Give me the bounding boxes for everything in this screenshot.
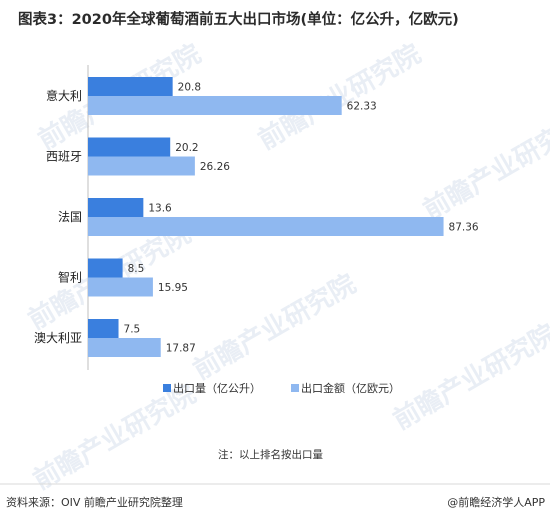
category-label: 西班牙 xyxy=(46,150,82,164)
category-label: 澳大利亚 xyxy=(34,331,82,345)
watermark: 前瞻产业研究院 xyxy=(188,268,361,386)
bar xyxy=(88,96,342,115)
bar xyxy=(88,156,195,176)
category-label: 智利 xyxy=(58,270,82,285)
data-label: 87.36 xyxy=(449,222,479,234)
bar xyxy=(88,137,171,157)
bar xyxy=(88,338,161,357)
bar xyxy=(88,217,444,236)
data-label: 62.33 xyxy=(347,101,377,113)
data-label: 8.5 xyxy=(128,263,145,275)
watermark: 前瞻产业研究院 xyxy=(28,378,201,496)
category-label: 意大利 xyxy=(46,88,82,103)
data-label: 20.8 xyxy=(178,82,201,94)
legend: 出口量（亿公升） 出口金额（亿欧元） xyxy=(163,381,400,395)
brand-text: @前瞻经济学人APP xyxy=(447,495,545,509)
bar xyxy=(88,319,119,338)
data-label: 15.95 xyxy=(158,282,188,294)
category-label: 法国 xyxy=(58,210,82,224)
data-label: 17.87 xyxy=(166,343,196,355)
legend-swatch xyxy=(163,384,171,392)
data-label: 26.26 xyxy=(200,161,230,173)
bar xyxy=(88,77,173,96)
bar xyxy=(88,198,144,217)
data-label: 7.5 xyxy=(124,324,141,336)
chart-note: 注：以上排名按出口量 xyxy=(218,448,323,461)
legend-swatch xyxy=(291,384,299,392)
bars: 意大利 20.8 62.33 西班牙 20.226.26 法国 13.6 87.36 智利 8.5… xyxy=(34,77,479,357)
watermark: 前瞻产业研究院 xyxy=(388,318,550,436)
data-label: 13.6 xyxy=(148,203,172,215)
source-text: 资料来源：OIV 前瞻产业研究院整理 xyxy=(6,495,183,509)
legend-label: 出口金额（亿欧元） xyxy=(301,381,400,395)
bar xyxy=(88,277,153,297)
bar xyxy=(88,258,123,278)
chart-title: 图表3：2020年全球葡萄酒前五大出口市场(单位：亿公升，亿欧元) xyxy=(18,10,459,28)
data-label: 20.2 xyxy=(175,142,198,154)
watermark: 前瞻产业研究院 xyxy=(418,108,550,226)
legend-label: 出口量（亿公升） xyxy=(173,381,261,395)
